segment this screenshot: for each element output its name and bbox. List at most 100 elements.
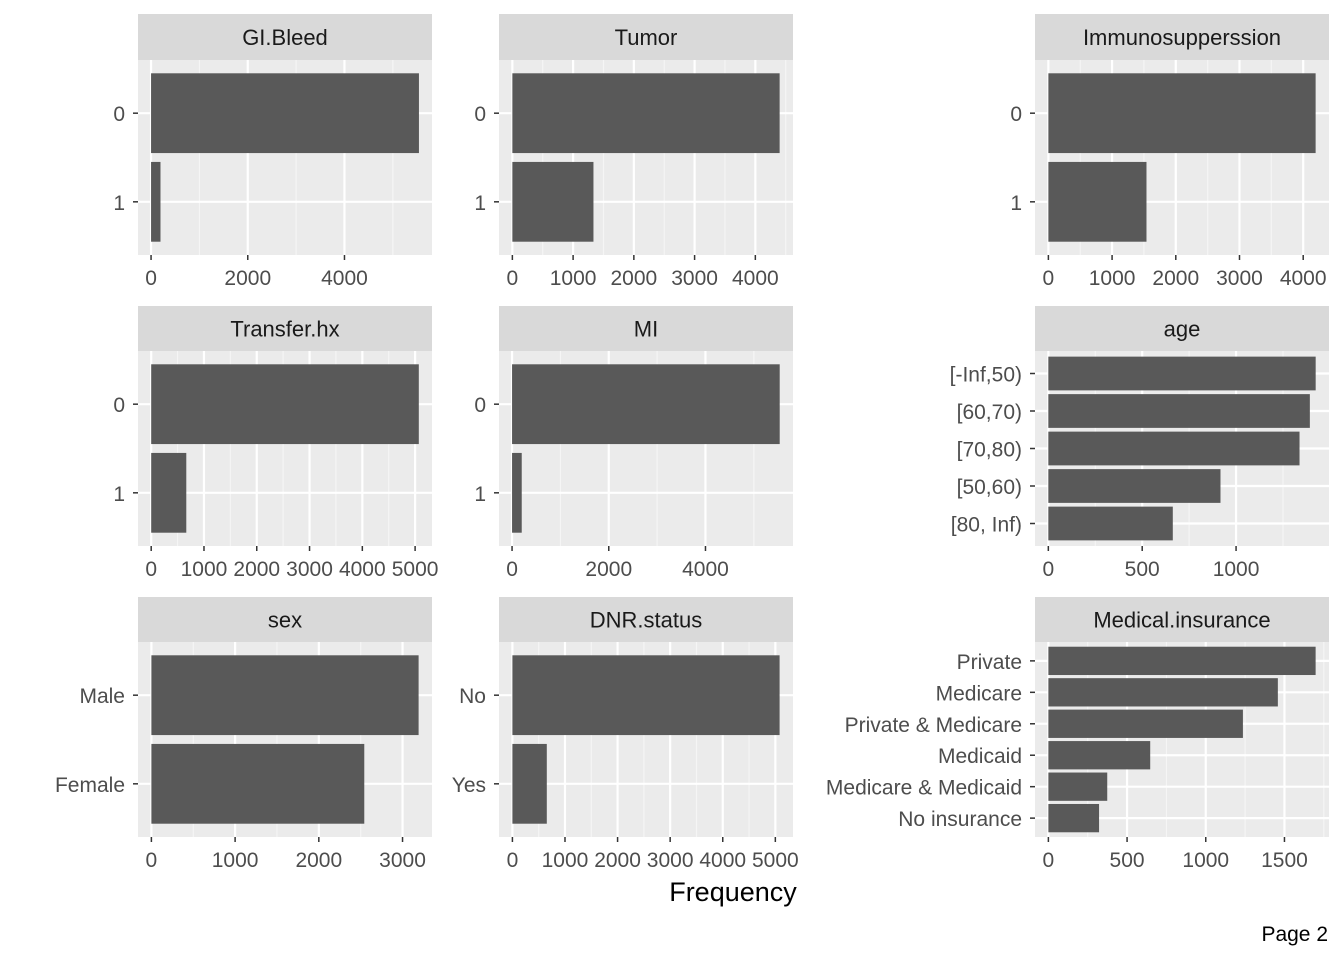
panel-immunosupperssion: Immunosupperssion 0 1 0 1000 2000 3000 4000 xyxy=(1010,14,1329,290)
x-tick-label: 0 xyxy=(145,558,157,581)
bar-private-medicare xyxy=(1048,709,1243,738)
x-tick-label: 2000 xyxy=(594,849,641,872)
y-tick-label: [-Inf,50) xyxy=(950,364,1022,387)
strip-header xyxy=(499,306,793,351)
bar-0 xyxy=(151,73,419,154)
bar-1 xyxy=(151,161,161,242)
strip-title: sex xyxy=(268,608,302,633)
y-tick-label: Private & Medicare xyxy=(845,714,1022,737)
x-tick-label: 0 xyxy=(507,267,519,290)
x-tick-label: 3000 xyxy=(671,267,718,290)
x-tick-label: 4000 xyxy=(1280,267,1327,290)
bar-1 xyxy=(512,161,594,242)
y-tick-label: No insurance xyxy=(898,808,1022,831)
strip-title: age xyxy=(1164,317,1201,342)
bar-1 xyxy=(1048,161,1147,242)
strip-title: Transfer.hx xyxy=(230,317,339,342)
y-tick-label: Female xyxy=(55,774,125,797)
strip-title: DNR.status xyxy=(590,608,702,633)
strip-header xyxy=(499,14,793,60)
bar-medicare xyxy=(1048,678,1278,707)
x-tick-label: 2000 xyxy=(295,849,342,872)
x-tick-label: 1500 xyxy=(1261,849,1308,872)
y-tick-label: [60,70) xyxy=(957,401,1022,424)
bar-0 xyxy=(1048,73,1316,154)
y-tick-label: 1 xyxy=(474,483,486,506)
y-tick-label: [70,80) xyxy=(957,439,1022,462)
x-tick-label: 500 xyxy=(1110,849,1145,872)
x-tick-label: 0 xyxy=(506,558,518,581)
x-tick-label: 5000 xyxy=(752,849,799,872)
panel-mi: MI 0 1 0 2000 4000 xyxy=(474,306,793,581)
x-tick-label: 0 xyxy=(145,267,157,290)
panel-tumor: Tumor 0 1 0 1000 2000 3000 4000 xyxy=(474,14,793,290)
x-tick-label: 1000 xyxy=(550,267,597,290)
x-tick-label: 3000 xyxy=(286,558,333,581)
bar-private xyxy=(1048,646,1316,676)
bar-medicare-medicaid xyxy=(1048,772,1108,801)
bar-no-insurance xyxy=(1048,803,1100,833)
x-tick-label: 1000 xyxy=(181,558,228,581)
y-tick-label: Male xyxy=(79,685,125,708)
x-tick-label: 4000 xyxy=(732,267,779,290)
x-tick-label: 2000 xyxy=(610,267,657,290)
x-tick-label: 3000 xyxy=(647,849,694,872)
strip-title: Immunosupperssion xyxy=(1083,25,1281,50)
strip-header xyxy=(1035,597,1329,642)
x-tick-label: 2000 xyxy=(585,558,632,581)
panel-gi-bleed: GI.Bleed 0 1 0 2000 4000 xyxy=(113,14,432,290)
page-label: Page 2 xyxy=(1261,923,1328,946)
strip-header xyxy=(138,14,432,60)
y-tick-label: 0 xyxy=(474,394,486,417)
x-tick-label: 0 xyxy=(146,849,158,872)
x-tick-label: 1000 xyxy=(212,849,259,872)
bar-yes xyxy=(512,743,547,824)
panel-sex: sex Male Female 0 1000 2000 3000 xyxy=(55,597,432,872)
x-tick-label: 4000 xyxy=(339,558,386,581)
bar-0 xyxy=(512,73,780,154)
x-tick-label: 4000 xyxy=(699,849,746,872)
x-tick-label: 2000 xyxy=(233,558,280,581)
x-tick-label: 1000 xyxy=(1089,267,1136,290)
x-tick-label: 3000 xyxy=(379,849,426,872)
x-tick-label: 500 xyxy=(1125,558,1160,581)
y-tick-label: 0 xyxy=(113,103,125,126)
x-tick-label: 0 xyxy=(1043,849,1055,872)
bar-80-inf xyxy=(1048,506,1173,541)
bar-60-70 xyxy=(1048,394,1310,428)
y-tick-label: Medicaid xyxy=(938,745,1022,768)
x-tick-label: 4000 xyxy=(682,558,729,581)
y-tick-label: No xyxy=(459,685,486,708)
bar-0 xyxy=(512,364,780,445)
bar-female xyxy=(151,743,365,824)
bar-male xyxy=(151,655,419,736)
y-tick-label: [50,60) xyxy=(957,476,1022,499)
strip-header xyxy=(499,597,793,642)
bar-0 xyxy=(151,364,419,445)
x-tick-label: 1000 xyxy=(1213,558,1260,581)
y-tick-label: [80, Inf) xyxy=(951,514,1022,537)
strip-title: GI.Bleed xyxy=(242,25,328,50)
x-axis-title: Frequency xyxy=(669,877,797,907)
y-tick-label: 0 xyxy=(113,394,125,417)
bar-no xyxy=(512,655,780,736)
x-tick-label: 4000 xyxy=(321,267,368,290)
strip-header xyxy=(138,306,432,351)
panel-transfer-hx: Transfer.hx 0 1 0 1000 2000 3000 4000 5000 xyxy=(113,306,438,581)
x-tick-label: 1000 xyxy=(542,849,589,872)
x-tick-label: 0 xyxy=(1043,267,1055,290)
panel-dnr-status: DNR.status No Yes 0 1000 2000 3000 4000 5000 xyxy=(452,597,799,872)
y-tick-label: 1 xyxy=(1010,192,1022,215)
bar-1 xyxy=(151,452,187,533)
x-tick-label: 0 xyxy=(507,849,519,872)
x-tick-label: 3000 xyxy=(1216,267,1263,290)
strip-header xyxy=(1035,14,1329,60)
y-tick-label: 1 xyxy=(474,192,486,215)
y-tick-label: Medicare & Medicaid xyxy=(826,777,1022,800)
panel-medical-insurance: Medical.insurance Private Medicare Private … xyxy=(826,597,1329,872)
strip-title: MI xyxy=(634,317,658,342)
bar-1 xyxy=(512,452,522,533)
y-tick-label: Medicare xyxy=(936,682,1022,705)
strip-title: Medical.insurance xyxy=(1093,608,1270,633)
